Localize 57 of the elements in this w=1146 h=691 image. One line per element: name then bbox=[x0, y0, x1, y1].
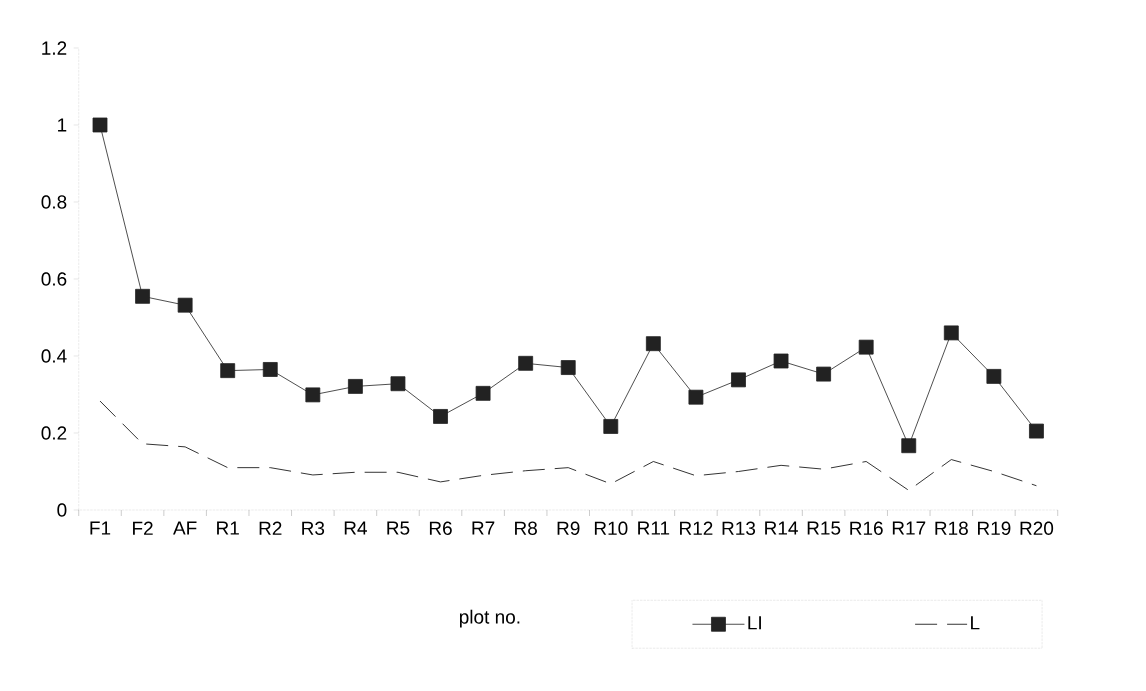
x-tick-label: R2 bbox=[259, 521, 282, 535]
point bbox=[986, 369, 1002, 384]
x-tick-label: R7 bbox=[472, 521, 495, 535]
x-tick-label: R4 bbox=[344, 521, 367, 535]
x-tick-label: R20 bbox=[1020, 521, 1054, 535]
point bbox=[943, 325, 959, 341]
y-tick-label: 1 bbox=[58, 118, 67, 132]
x-tick-label: F2 bbox=[133, 521, 153, 535]
legend-label: LI bbox=[748, 616, 761, 630]
point bbox=[518, 355, 534, 371]
y-tick-label: 0.8 bbox=[41, 195, 67, 209]
x-tick-label: R11 bbox=[638, 521, 670, 535]
x-tick-label: R12 bbox=[680, 521, 713, 535]
point bbox=[688, 389, 704, 405]
y-tick-label: 0.2 bbox=[41, 426, 67, 440]
point bbox=[560, 360, 576, 375]
point bbox=[858, 339, 874, 355]
x-tick-label: AF bbox=[173, 521, 197, 535]
point bbox=[645, 336, 661, 352]
point bbox=[433, 409, 448, 424]
legend-label: L bbox=[971, 616, 980, 630]
y-tick-label: 1.2 bbox=[42, 41, 67, 55]
point bbox=[92, 117, 108, 133]
x-tick-label: R18 bbox=[935, 521, 968, 535]
point bbox=[475, 385, 491, 401]
point bbox=[390, 376, 406, 392]
x-tick-label: R15 bbox=[807, 521, 841, 535]
x-tick-label: R9 bbox=[557, 521, 580, 535]
point bbox=[816, 366, 832, 382]
point bbox=[773, 353, 789, 369]
point bbox=[603, 419, 619, 434]
x-tick-label: R13 bbox=[722, 521, 756, 535]
x-tick-label: R10 bbox=[594, 521, 628, 535]
line-series bbox=[99, 400, 1037, 491]
y-tick-label: 0.4 bbox=[41, 349, 67, 363]
y-tick-label: 0 bbox=[57, 503, 67, 517]
x-tick-label: R17 bbox=[892, 521, 926, 535]
x-tick-label: R19 bbox=[978, 521, 1011, 535]
point bbox=[220, 363, 236, 379]
y-tick-label: 0.6 bbox=[41, 272, 67, 286]
x-tick-label: R1 bbox=[217, 521, 239, 535]
x-tick-label: R5 bbox=[387, 521, 410, 535]
x-tick-label: R8 bbox=[515, 521, 537, 535]
x-tick-label: R6 bbox=[429, 521, 452, 535]
point bbox=[731, 372, 746, 388]
x-tick-label: R14 bbox=[765, 521, 798, 535]
point bbox=[135, 288, 150, 304]
point bbox=[901, 438, 917, 454]
point bbox=[305, 387, 321, 403]
point bbox=[1029, 423, 1044, 439]
x-axis-title: plot no. bbox=[459, 609, 520, 628]
point bbox=[348, 379, 363, 394]
x-tick-label: R16 bbox=[850, 521, 883, 535]
point bbox=[177, 297, 193, 313]
point bbox=[262, 362, 278, 377]
x-tick-label: R3 bbox=[302, 521, 325, 535]
x-tick-label: F1 bbox=[90, 521, 111, 535]
